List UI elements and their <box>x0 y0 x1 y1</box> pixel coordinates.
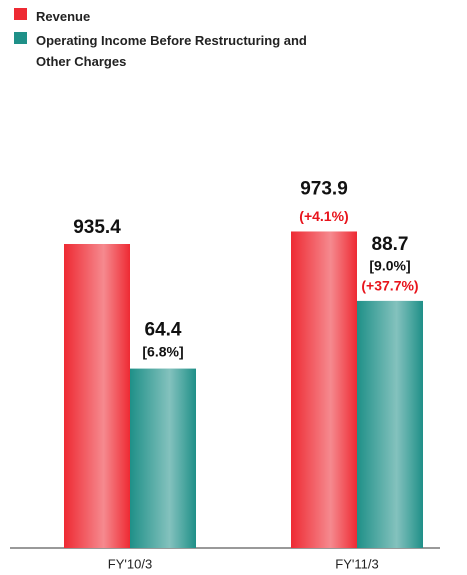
x-tick-label: FY'11/3 <box>335 556 378 571</box>
data-label: 64.4 <box>145 320 182 341</box>
data-label: 973.9 <box>300 178 348 199</box>
data-label: (+37.7%) <box>361 278 418 294</box>
legend-swatch <box>14 32 27 44</box>
bar-highlight <box>64 243 130 548</box>
legend-label: Revenue <box>36 9 91 24</box>
bar-highlight <box>291 231 357 549</box>
legend-label: Operating Income Before Restructuring an… <box>36 33 307 69</box>
data-label: 88.7 <box>372 234 409 255</box>
data-label: 935.4 <box>73 217 121 238</box>
bar-highlight <box>357 300 423 548</box>
data-label: [9.0%] <box>369 258 410 274</box>
x-tick-label: FY'10/3 <box>108 556 152 571</box>
data-label: (+4.1%) <box>299 208 348 224</box>
legend-swatch <box>14 8 27 20</box>
data-label: [6.8%] <box>142 343 183 359</box>
legend-item: Operating Income Before Restructuring an… <box>14 30 326 72</box>
bar-highlight <box>130 368 196 548</box>
legend-item: Revenue <box>14 6 326 27</box>
